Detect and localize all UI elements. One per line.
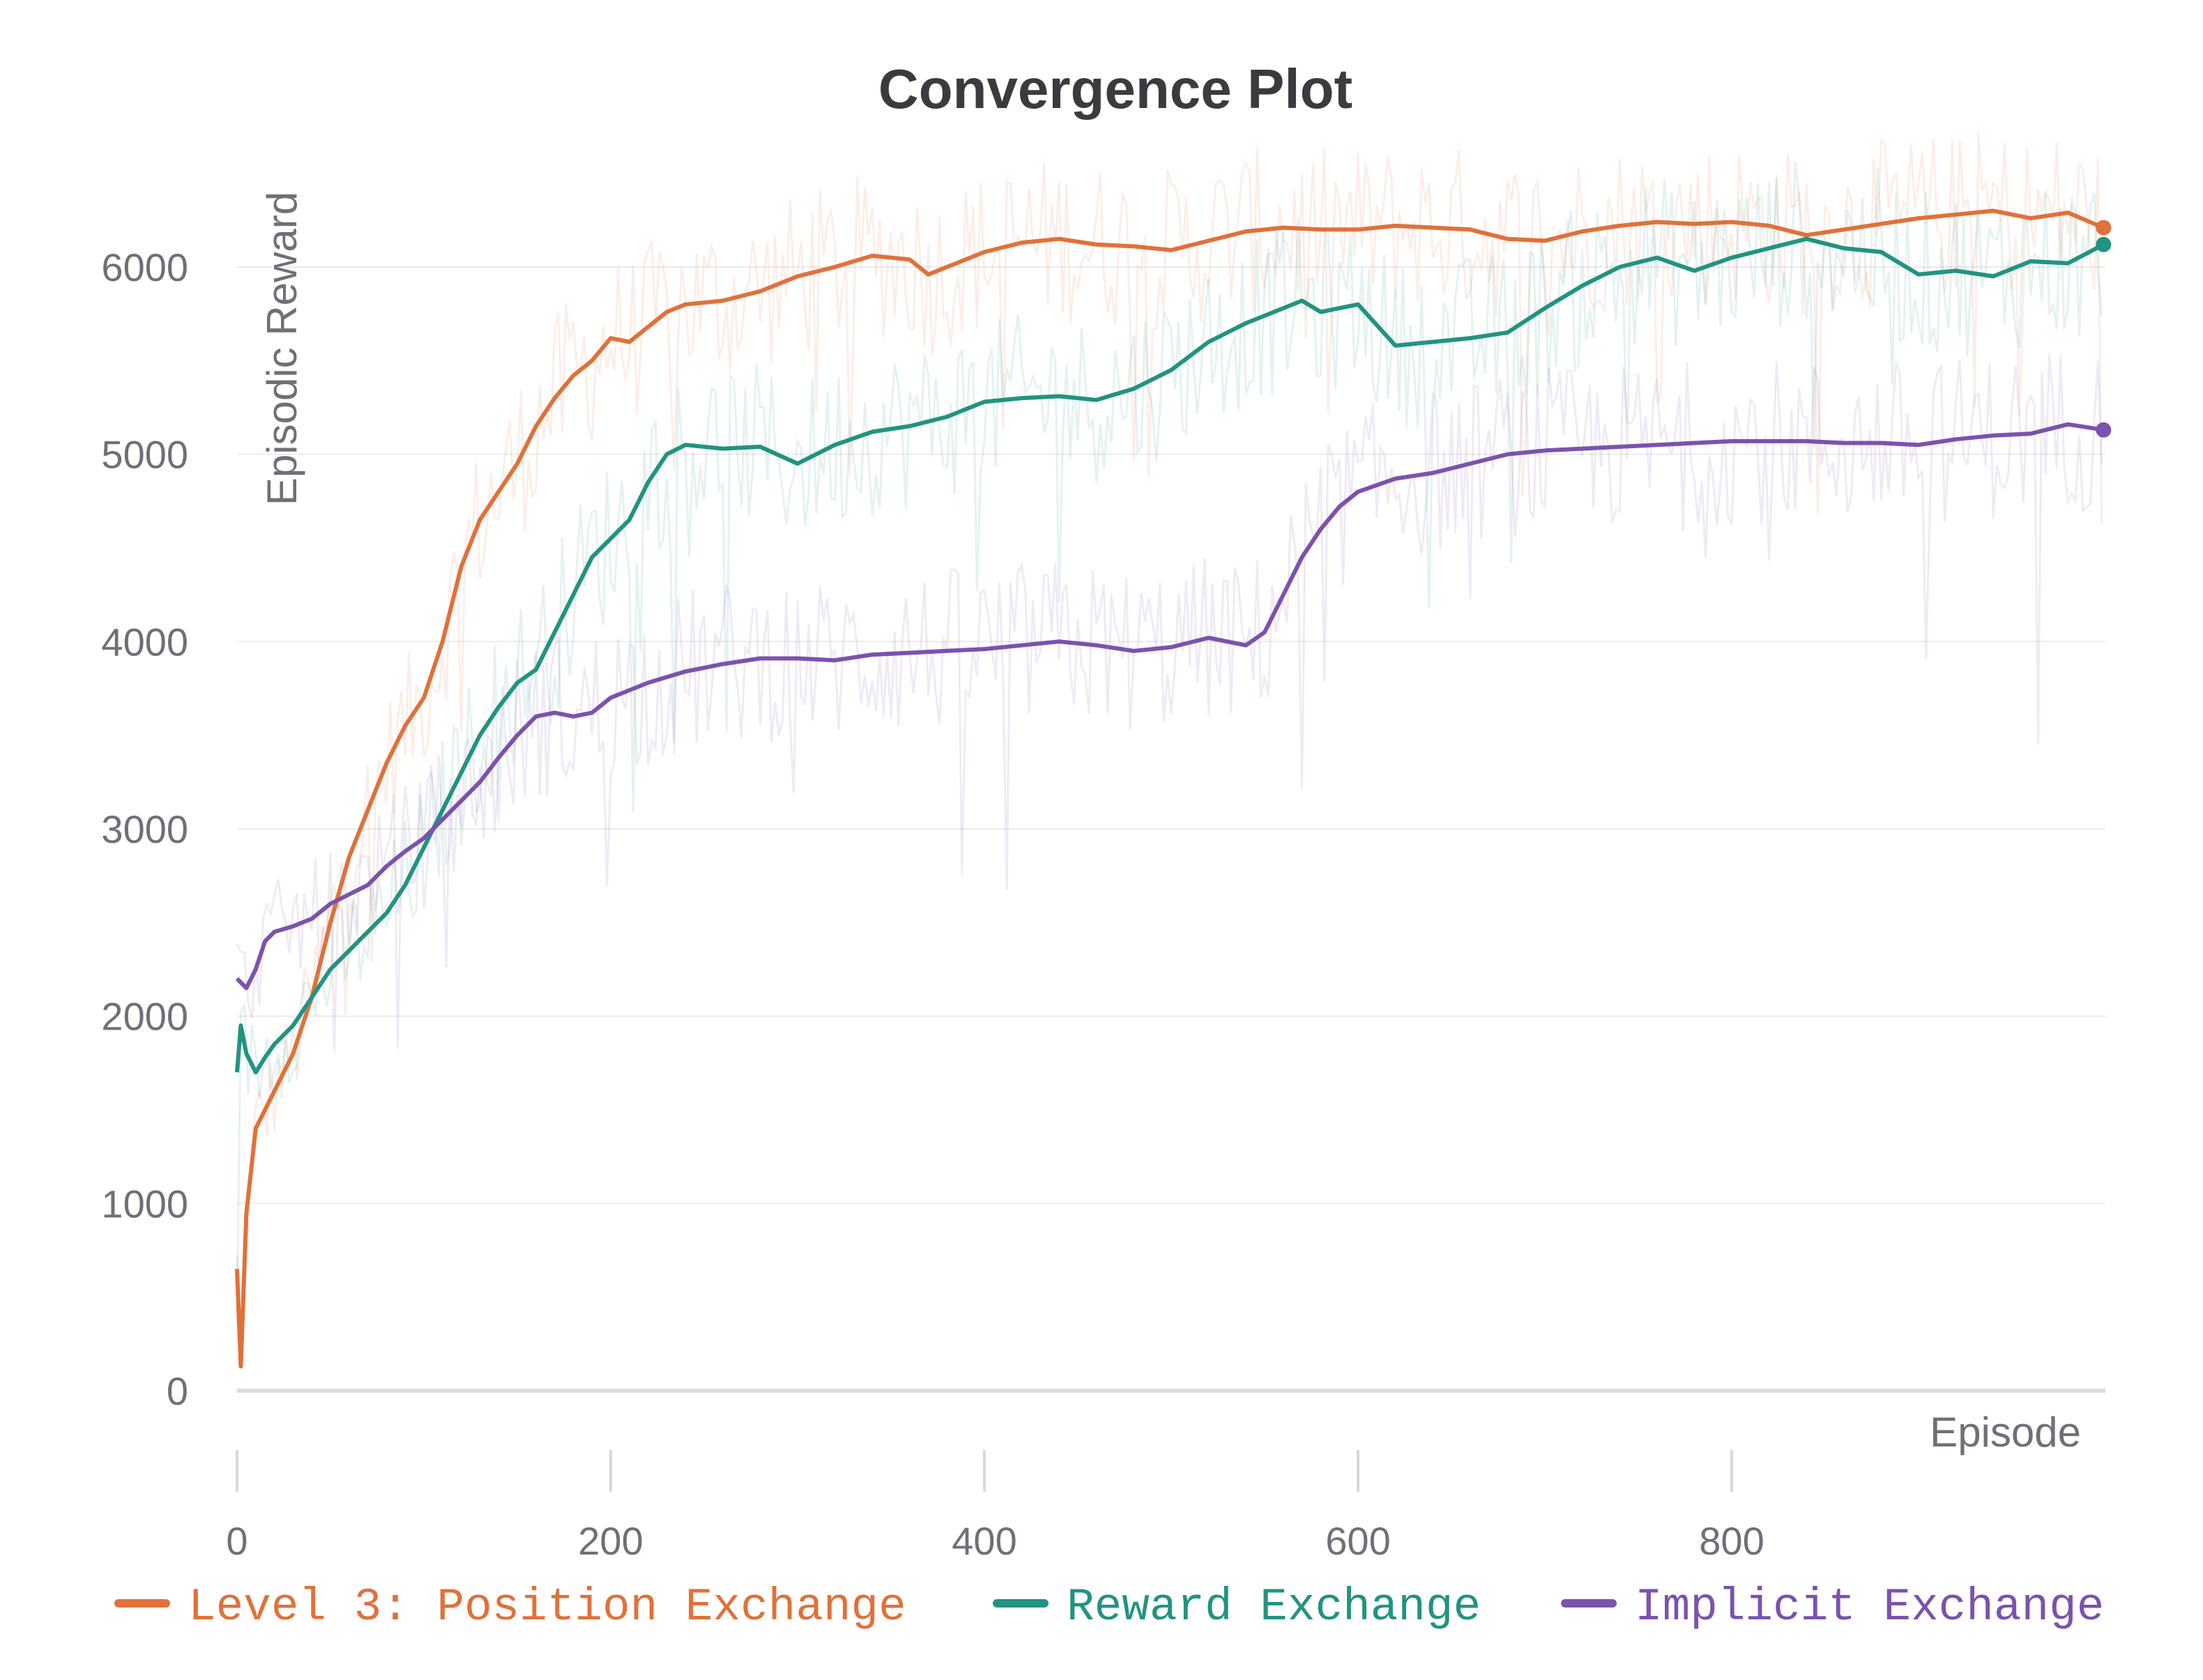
x-tick-label: 800 [1699,1519,1764,1563]
y-axis-ticks: 0 1000 2000 3000 4000 5000 6000 [101,245,188,1413]
raw-series-line [236,353,2103,1052]
legend-label: Implicit Exchange [1635,1581,2104,1633]
legend-label: Reward Exchange [1067,1581,1481,1633]
y-tick-label: 2000 [101,995,188,1039]
grid [237,266,2105,1393]
series-line [235,236,2105,1075]
x-axis-label: Episode [1930,1409,2081,1456]
y-axis-label: Episodic Reward [259,192,305,505]
series-lines [235,208,2105,1369]
legend-label: Level 3: Position Exchange [188,1581,906,1633]
x-tick-label: 200 [578,1519,643,1563]
x-tick-label: 400 [952,1519,1016,1563]
y-tick-label: 3000 [101,807,188,851]
y-tick-label: 6000 [101,245,188,289]
x-axis-ticks: 0 200 400 600 800 [226,1450,1764,1563]
y-tick-label: 5000 [101,433,188,477]
y-tick-label: 1000 [101,1182,188,1225]
series-end-point [2096,220,2112,236]
legend: Level 3: Position Exchange Reward Exchang… [114,1581,2104,1633]
y-tick-label: 4000 [101,620,188,664]
raw-series-line [236,161,2103,1325]
series-line [235,208,2105,1369]
x-tick-label: 0 [226,1519,247,1563]
raw-series-line [236,132,2103,1354]
chart-title: Convergence Plot [878,58,1352,120]
series-end-point [2096,422,2112,438]
y-tick-label: 0 [167,1369,188,1413]
series-end-point [2096,236,2112,252]
series-line [235,422,2104,991]
raw-series-layer [236,132,2103,1354]
x-tick-label: 600 [1325,1519,1390,1563]
series-end-points [2096,220,2112,438]
